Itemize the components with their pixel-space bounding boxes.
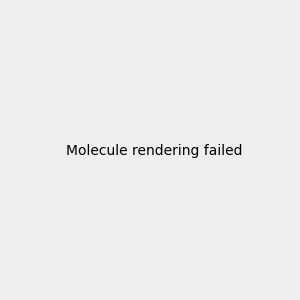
Text: Molecule rendering failed: Molecule rendering failed: [65, 145, 242, 158]
